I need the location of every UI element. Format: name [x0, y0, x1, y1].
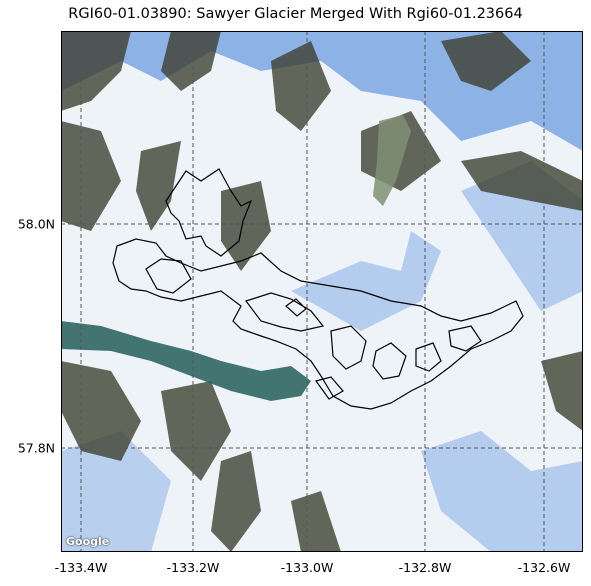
x-tick-label: -133.2W: [166, 560, 220, 575]
x-tick-label: -133.4W: [54, 560, 108, 575]
fjord-water: [61, 321, 311, 401]
x-tick-label: -132.8W: [398, 560, 452, 575]
map-frame: [61, 31, 583, 552]
y-tick-label: 57.8N: [17, 440, 55, 456]
graticule: [61, 31, 583, 552]
x-tick-label: -133.0W: [280, 560, 334, 575]
y-tick-label: 58.0N: [17, 216, 55, 232]
lake-water: [373, 115, 411, 206]
x-tick-label: -132.6W: [517, 560, 571, 575]
glacier-outline: [112, 168, 524, 410]
satellite-map: [61, 31, 583, 552]
google-attribution: Google: [66, 535, 110, 548]
map-title: RGI60-01.03890: Sawyer Glacier Merged Wi…: [68, 6, 523, 22]
